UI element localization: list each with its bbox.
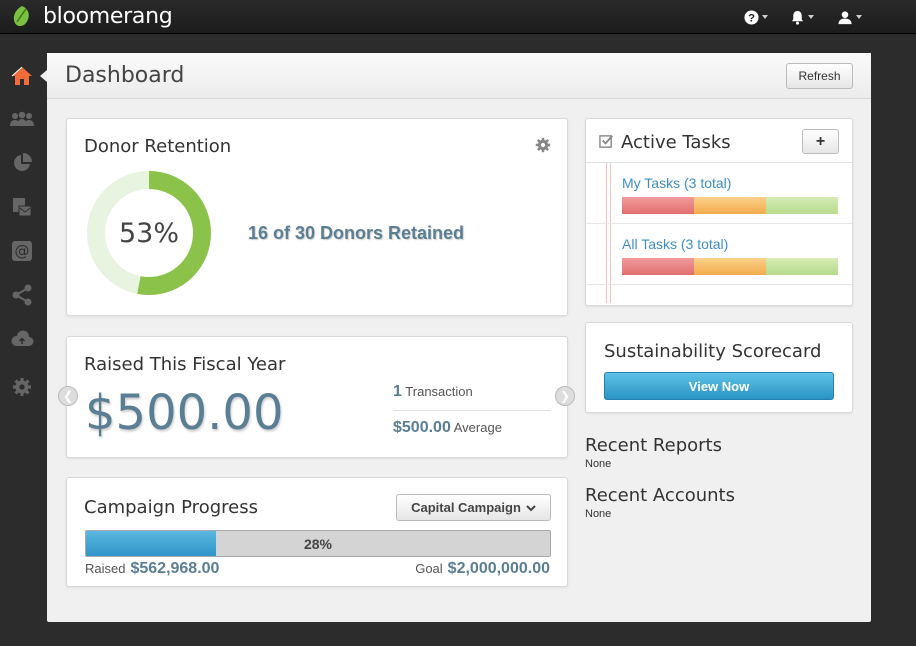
progress-percent: 28% bbox=[303, 535, 333, 552]
donor-retention-title: Donor Retention bbox=[84, 136, 232, 157]
task-row-my-tasks: My Tasks (3 total) bbox=[586, 163, 852, 224]
transactions-label: Transaction bbox=[405, 384, 473, 399]
sidebar-item-home[interactable] bbox=[9, 64, 35, 88]
gear-icon[interactable] bbox=[535, 137, 551, 153]
reports-icon bbox=[14, 153, 32, 171]
chevron-down-icon bbox=[808, 15, 814, 19]
retention-percent: 53% bbox=[118, 217, 179, 249]
transactions-count: 1 bbox=[393, 383, 402, 400]
sustainability-scorecard-card: Sustainability Scorecard View Now bbox=[585, 322, 853, 413]
campaign-select-value: Capital Campaign bbox=[411, 500, 521, 515]
chevron-down-icon bbox=[526, 504, 536, 511]
active-tasks-header: Active Tasks + bbox=[586, 119, 852, 163]
recent-reports-empty: None bbox=[585, 458, 612, 470]
previous-arrow-button[interactable]: ❮ bbox=[58, 386, 78, 406]
brand-name[interactable]: bloomerang bbox=[43, 4, 173, 29]
notifications-menu[interactable] bbox=[790, 9, 814, 25]
help-icon: ? bbox=[744, 9, 759, 24]
user-icon bbox=[838, 10, 852, 24]
active-tasks-title: Active Tasks bbox=[621, 132, 731, 153]
raised-amount: $500.00 bbox=[85, 385, 284, 441]
average-label: Average bbox=[453, 420, 502, 435]
donut-arc bbox=[87, 171, 211, 295]
donor-retention-card: Donor Retention 53% 16 of 30 Donors Reta… bbox=[66, 118, 568, 316]
view-now-button[interactable]: View Now bbox=[604, 372, 834, 400]
campaign-progress-card: Campaign Progress Capital Campaign 28% R… bbox=[66, 477, 568, 587]
chevron-right-icon: ❯ bbox=[559, 389, 571, 403]
average-value: $500.00 bbox=[393, 419, 451, 436]
scorecard-title: Sustainability Scorecard bbox=[604, 341, 822, 362]
constituents-icon bbox=[10, 111, 34, 126]
my-tasks-link[interactable]: My Tasks (3 total) bbox=[622, 175, 732, 191]
next-arrow-button[interactable]: ❯ bbox=[555, 386, 575, 406]
average-summary: $500.00 Average bbox=[393, 419, 502, 437]
chevron-left-icon: ❮ bbox=[62, 389, 74, 403]
divider bbox=[393, 410, 551, 411]
sidebar: @ bbox=[0, 34, 46, 646]
campaign-progress-bar: 28% bbox=[85, 530, 551, 557]
goal-label: Goal bbox=[415, 561, 443, 576]
bell-icon bbox=[791, 10, 804, 25]
sidebar-item-constituents[interactable] bbox=[9, 107, 35, 131]
overdue-segment bbox=[622, 197, 694, 214]
raised-value: $562,968.00 bbox=[130, 560, 220, 577]
overdue-segment bbox=[622, 258, 694, 275]
svg-text:?: ? bbox=[748, 12, 755, 24]
share-icon bbox=[12, 284, 32, 306]
sidebar-item-cloud[interactable] bbox=[9, 327, 35, 351]
refresh-button[interactable]: Refresh bbox=[786, 63, 853, 89]
sidebar-item-email[interactable]: @ bbox=[9, 239, 35, 263]
page-header: Dashboard Refresh bbox=[47, 53, 871, 99]
retention-donut-svg bbox=[87, 171, 211, 295]
transactions-summary: 1 Transaction bbox=[393, 383, 473, 401]
cloud-icon bbox=[11, 330, 34, 346]
active-indicator bbox=[40, 70, 47, 82]
progress-fill bbox=[86, 531, 216, 556]
page-title: Dashboard bbox=[65, 63, 185, 88]
campaign-title: Campaign Progress bbox=[84, 497, 258, 518]
email-icon: @ bbox=[12, 241, 32, 261]
active-tasks-card: Active Tasks + My Tasks (3 total) All Ta… bbox=[585, 118, 853, 306]
donors-retained-text: 16 of 30 Donors Retained bbox=[248, 223, 465, 243]
settings-icon bbox=[13, 378, 31, 396]
sidebar-item-interactions[interactable] bbox=[9, 195, 35, 219]
due-soon-segment bbox=[694, 258, 766, 275]
top-bar: bloomerang ? bbox=[0, 0, 916, 34]
my-tasks-status-bar bbox=[622, 197, 838, 214]
bloomerang-logo-icon[interactable] bbox=[12, 5, 32, 27]
retention-donut-chart: 53% bbox=[87, 171, 211, 295]
all-tasks-link[interactable]: All Tasks (3 total) bbox=[622, 236, 729, 252]
recent-accounts-title: Recent Accounts bbox=[585, 485, 735, 506]
recent-reports-title: Recent Reports bbox=[585, 435, 722, 456]
goal-value: $2,000,000.00 bbox=[447, 560, 550, 577]
help-menu[interactable]: ? bbox=[744, 9, 768, 25]
chevron-down-icon bbox=[762, 15, 768, 19]
sidebar-item-share[interactable] bbox=[9, 283, 35, 307]
goal-summary: Goal $2,000,000.00 bbox=[415, 560, 550, 578]
raised-fiscal-year-card: Raised This Fiscal Year $500.00 1 Transa… bbox=[66, 336, 568, 458]
margin-line bbox=[610, 163, 611, 303]
recent-accounts-empty: None bbox=[585, 508, 612, 520]
raised-title: Raised This Fiscal Year bbox=[84, 354, 286, 375]
upcoming-segment bbox=[766, 197, 838, 214]
sidebar-item-settings[interactable] bbox=[9, 375, 35, 399]
upcoming-segment bbox=[766, 258, 838, 275]
sidebar-item-reports[interactable] bbox=[9, 151, 35, 175]
chevron-down-icon bbox=[856, 15, 862, 19]
interactions-icon bbox=[13, 198, 32, 217]
checkbox-checked-icon bbox=[599, 135, 613, 148]
svg-text:@: @ bbox=[15, 242, 30, 260]
margin-line bbox=[606, 163, 607, 303]
campaign-select[interactable]: Capital Campaign bbox=[396, 494, 551, 521]
raised-summary: Raised $562,968.00 bbox=[85, 560, 219, 578]
main-panel: Dashboard Refresh Donor Retention 53% 16… bbox=[47, 53, 871, 622]
task-row-all-tasks: All Tasks (3 total) bbox=[586, 224, 852, 285]
all-tasks-status-bar bbox=[622, 258, 838, 275]
add-task-button[interactable]: + bbox=[802, 129, 839, 154]
user-menu[interactable] bbox=[837, 9, 862, 25]
due-soon-segment bbox=[694, 197, 766, 214]
home-icon bbox=[11, 66, 32, 85]
raised-label: Raised bbox=[85, 561, 126, 576]
